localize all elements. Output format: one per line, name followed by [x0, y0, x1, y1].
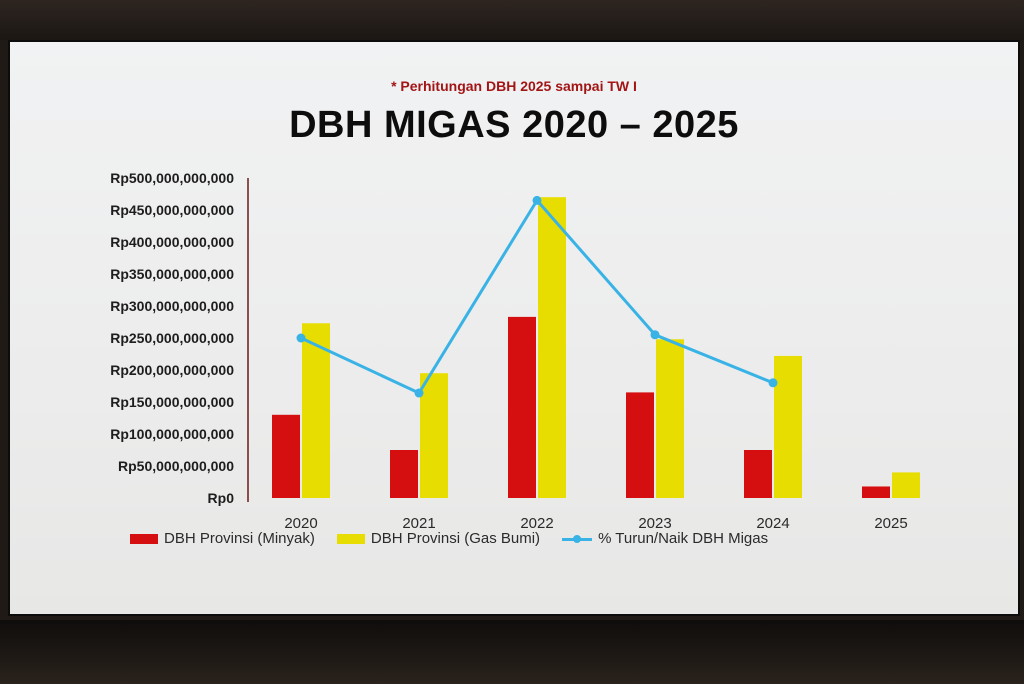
bars — [272, 197, 920, 498]
y-tick-label: Rp50,000,000,000 — [118, 458, 234, 474]
x-tick-label: 2025 — [874, 515, 907, 532]
x-tick-labels: 2020 2021 2022 2023 2024 2025 — [284, 515, 907, 532]
trend-point — [532, 195, 542, 205]
legend-item-gas-bumi: DBH Provinsi (Gas Bumi) — [336, 530, 541, 547]
y-tick-label: Rp100,000,000,000 — [110, 426, 234, 442]
bar-gas-bumi — [774, 355, 802, 498]
bar-minyak — [626, 392, 654, 498]
legend-label-minyak: DBH Provinsi (Minyak) — [164, 530, 315, 547]
y-tick-label: Rp450,000,000,000 — [110, 202, 234, 218]
legend-swatch-trend — [562, 534, 593, 544]
background-wall — [0, 0, 1024, 40]
bar-gas-bumi — [420, 373, 448, 498]
trend-line — [296, 195, 778, 398]
trend-point — [414, 388, 424, 398]
bar-minyak — [272, 414, 300, 498]
legend-swatch-gas-bumi — [336, 533, 365, 544]
y-tick-label: Rp0 — [208, 490, 235, 506]
legend-item-minyak: DBH Provinsi (Minyak) — [130, 530, 315, 547]
bar-minyak — [744, 450, 772, 498]
legend: DBH Provinsi (Minyak) DBH Provinsi (Gas … — [130, 530, 768, 547]
legend-swatch-minyak — [130, 533, 158, 544]
bar-minyak — [508, 316, 536, 498]
bar-gas-bumi — [892, 472, 920, 498]
x-tick-label: 2021 — [402, 515, 435, 532]
trend-point — [650, 330, 660, 340]
bar-gas-bumi — [302, 323, 330, 498]
x-tick-label: 2024 — [756, 515, 789, 532]
bar-gas-bumi — [656, 339, 684, 498]
chart-note: * Perhitungan DBH 2025 sampai TW I — [391, 78, 637, 94]
bar-minyak — [862, 486, 890, 498]
x-tick-label: 2023 — [638, 515, 671, 532]
x-tick-label: 2020 — [284, 515, 317, 532]
chart-title: DBH MIGAS 2020 – 2025 — [289, 104, 739, 146]
y-tick-label: Rp200,000,000,000 — [110, 362, 234, 378]
y-tick-label: Rp400,000,000,000 — [110, 234, 234, 250]
legend-label-gas-bumi: DBH Provinsi (Gas Bumi) — [370, 530, 541, 547]
bar-gas-bumi — [538, 197, 566, 498]
y-tick-labels: Rp0 Rp50,000,000,000 Rp100,000,000,000 Rp15… — [110, 170, 234, 506]
y-tick-label: Rp350,000,000,000 — [110, 266, 234, 282]
bar-minyak — [390, 450, 418, 498]
trend-point — [296, 333, 306, 343]
legend-label-trend: % Turun/Naik DBH Migas — [598, 530, 769, 547]
y-tick-label: Rp500,000,000,000 — [110, 170, 234, 186]
trend-point — [768, 378, 778, 388]
y-tick-label: Rp250,000,000,000 — [110, 330, 234, 346]
y-tick-label: Rp150,000,000,000 — [110, 394, 234, 410]
background-floor — [0, 620, 1024, 684]
chart-area: Rp0 Rp50,000,000,000 Rp100,000,000,000 Rp15… — [110, 170, 920, 532]
y-tick-label: Rp300,000,000,000 — [110, 298, 234, 314]
legend-item-trend: % Turun/Naik DBH Migas — [562, 530, 768, 547]
presentation-screen: * Perhitungan DBH 2025 sampai TW I DBH M… — [8, 40, 1020, 616]
trend-line-path — [300, 198, 774, 395]
x-tick-label: 2022 — [520, 515, 553, 532]
